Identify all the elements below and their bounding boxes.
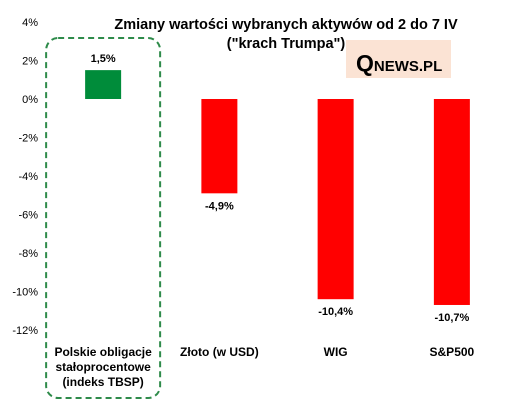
- bar: [317, 99, 354, 300]
- logo-background: [346, 40, 451, 78]
- category-label: WIG: [324, 345, 348, 359]
- data-label: -10,4%: [318, 306, 353, 318]
- data-labels: 1,5% -4,9% -10,4% -10,7%: [91, 53, 470, 324]
- y-tick-label: 0%: [22, 94, 38, 106]
- logo-initial: Q: [356, 50, 374, 76]
- logo-rest: NEWS.PL: [374, 58, 442, 75]
- y-axis: 4% 2% 0% -2% -4% -6% -8% -10% -12%: [12, 17, 38, 337]
- bar: [85, 70, 122, 99]
- bar: [433, 99, 470, 305]
- category-label: stałoprocentowe: [55, 360, 151, 374]
- y-tick-label: -6%: [18, 210, 38, 222]
- category-label: Złoto (w USD): [180, 345, 259, 359]
- logo-text: QNEWS.PL: [356, 50, 442, 76]
- logo: QNEWS.PL: [346, 40, 451, 78]
- category-label: Polskie obligacje: [54, 345, 152, 359]
- bar: [201, 99, 238, 194]
- y-tick-label: -8%: [18, 248, 38, 260]
- category-labels: Polskie obligacjestałoprocentowe(indeks …: [54, 345, 474, 389]
- category-label: (indeks TBSP): [62, 375, 143, 389]
- y-tick-label: -10%: [12, 287, 38, 299]
- bars: [85, 70, 470, 305]
- chart-title: Zmiany wartości wybranych aktywów od 2 d…: [114, 17, 458, 33]
- highlight-dashed-box: [45, 37, 162, 399]
- category-label: S&P500: [430, 345, 475, 359]
- y-tick-label: -2%: [18, 133, 38, 145]
- y-tick-label: 4%: [22, 17, 38, 29]
- data-label: -4,9%: [205, 200, 234, 212]
- data-label: -10,7%: [434, 312, 469, 324]
- y-tick-label: -12%: [12, 325, 38, 337]
- y-tick-label: 2%: [22, 56, 38, 68]
- y-tick-label: -4%: [18, 171, 38, 183]
- highlight-box: [45, 37, 162, 399]
- chart-subtitle: ("krach Trumpa"): [227, 36, 346, 52]
- data-label: 1,5%: [91, 53, 116, 65]
